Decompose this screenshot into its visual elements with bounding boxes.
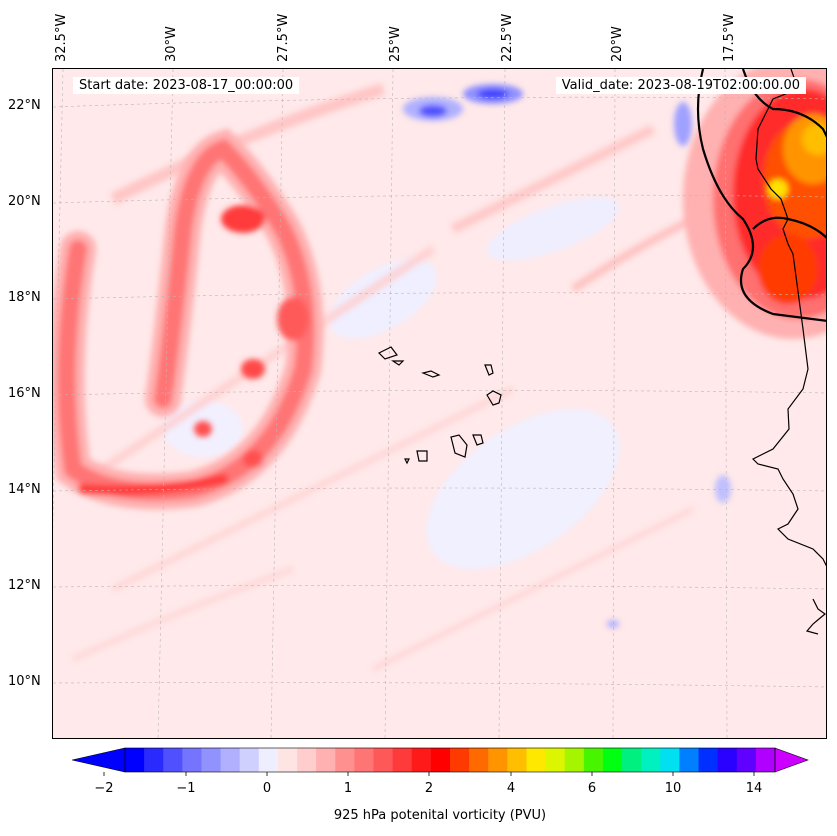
valid-date-label: Valid_date: 2023-08-19T02:00:00.00 — [555, 77, 806, 94]
colorbar-swatch — [622, 748, 642, 772]
colorbar-swatch — [277, 748, 298, 772]
pv-band-west — [53, 128, 324, 510]
colorbar-swatch — [488, 748, 508, 772]
lon-label: 27.5°W — [276, 13, 291, 62]
lon-label: 17.5°W — [722, 13, 737, 62]
colorbar-swatch — [335, 748, 355, 772]
colorbar-tick-label: 1 — [343, 781, 353, 796]
colorbar-swatch — [469, 748, 489, 772]
colorbar-swatch — [144, 748, 164, 772]
colorbar-swatch — [354, 748, 374, 772]
map-panel: Start date: 2023-08-17_00:00:00 Valid_da… — [52, 68, 827, 739]
colorbar-swatch — [430, 748, 451, 772]
colorbar-swatch — [373, 748, 394, 772]
colorbar-swatch — [583, 748, 604, 772]
colorbar-swatch — [163, 748, 183, 772]
colorbar-tick-label: −1 — [176, 781, 196, 796]
colorbar-swatch — [679, 748, 699, 772]
colorbar-tick-label: 6 — [587, 781, 597, 796]
colorbar-swatch — [258, 748, 279, 772]
colorbar-outline — [124, 747, 776, 773]
lat-label: 10°N — [8, 674, 41, 689]
colorbar-swatch — [239, 748, 260, 772]
colorbar-tick-label: 0 — [262, 781, 272, 796]
colorbar — [71, 747, 809, 776]
colorbar-extend-low — [71, 747, 126, 773]
colorbar-swatch — [450, 748, 470, 772]
colorbar-swatch — [545, 748, 566, 772]
colorbar-tick-label: 2 — [424, 781, 434, 796]
start-date-label: Start date: 2023-08-17_00:00:00 — [73, 77, 300, 94]
lat-label: 16°N — [8, 386, 41, 401]
colorbar-extend-high — [774, 747, 809, 773]
colorbar-swatch — [316, 748, 336, 772]
lon-label: 20°W — [610, 26, 625, 62]
colorbar-swatch — [602, 748, 623, 772]
lat-label: 14°N — [8, 482, 41, 497]
colorbar-swatch — [564, 748, 585, 772]
colorbar-swatch — [201, 748, 221, 772]
colorbar-swatch — [411, 748, 432, 772]
colorbar-swatch — [392, 748, 413, 772]
colorbar-tick-label: 4 — [506, 781, 516, 796]
colorbar-label: 925 hPa potenital vorticity (PVU) — [333, 808, 547, 823]
lat-label: 22°N — [8, 98, 41, 113]
colorbar-swatch — [698, 748, 719, 772]
coastlines — [377, 69, 826, 635]
colorbar-swatch — [736, 748, 757, 772]
colorbar-swatch — [641, 748, 661, 772]
colorbar-swatch — [755, 748, 776, 772]
lon-label: 32.5°W — [54, 13, 69, 62]
pv-intense-northeast — [683, 69, 826, 339]
colorbar-tick-label: 14 — [745, 781, 763, 796]
colorbar-swatch — [507, 748, 527, 772]
lon-label: 25°W — [388, 26, 403, 62]
lat-label: 12°N — [8, 578, 41, 593]
colorbar-tick-label: −2 — [94, 781, 114, 796]
graticule — [53, 69, 826, 738]
negative-pv-patches — [163, 84, 731, 628]
colorbar-swatch — [297, 748, 317, 772]
colorbar-swatch — [220, 748, 241, 772]
lat-label: 18°N — [8, 290, 41, 305]
colorbar-tick-label: 10 — [664, 781, 682, 796]
map-canvas — [53, 69, 826, 738]
colorbar-swatch — [125, 748, 145, 772]
colorbar-swatch — [182, 748, 202, 772]
colorbar-swatch — [717, 748, 738, 772]
lat-label: 20°N — [8, 194, 41, 209]
lon-label: 22.5°W — [500, 13, 515, 62]
colorbar-swatch — [660, 748, 680, 772]
lon-label: 30°W — [164, 26, 179, 62]
colorbar-swatch — [526, 748, 546, 772]
